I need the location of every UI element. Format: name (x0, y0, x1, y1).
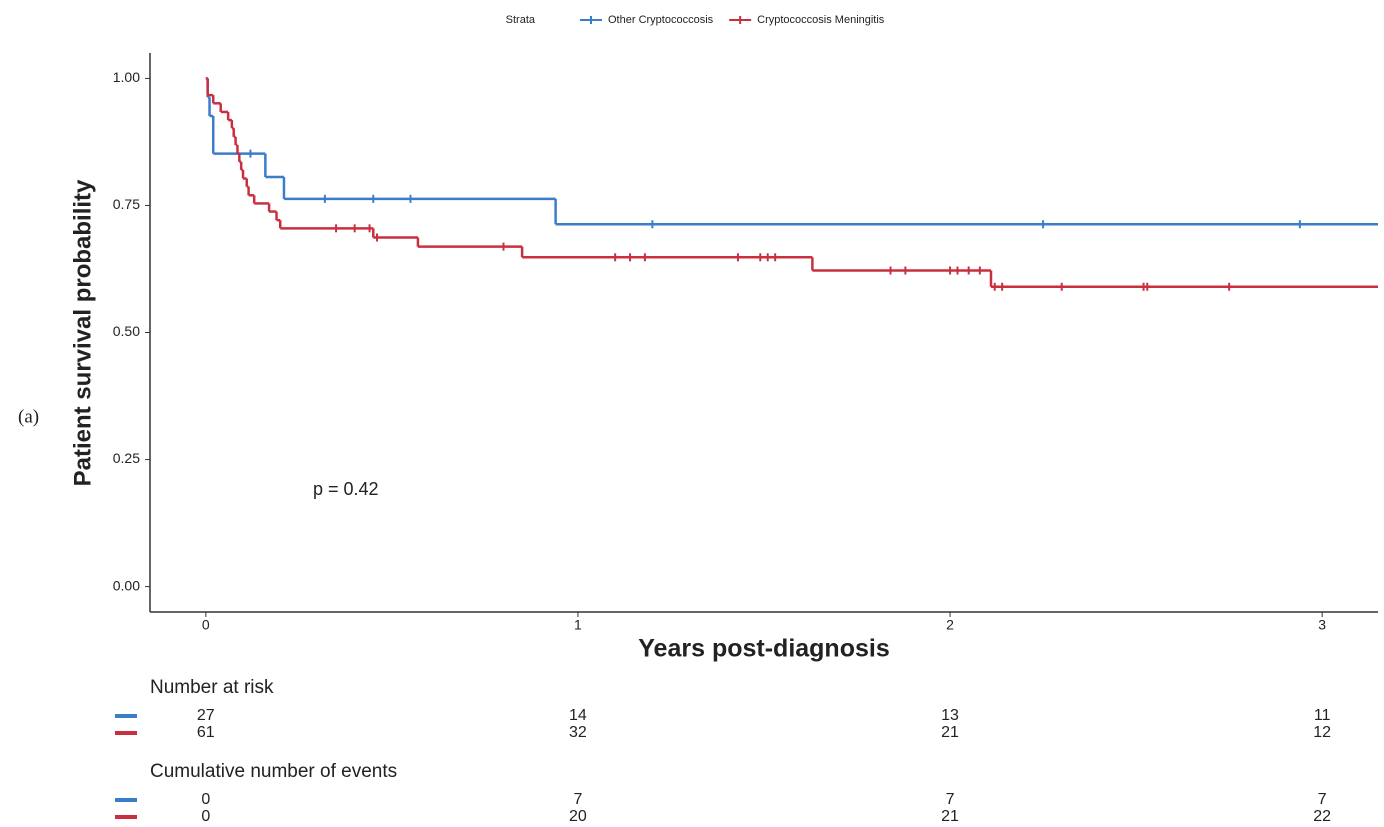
y-tick-label: 0.00 (113, 577, 140, 593)
risk-value: 7 (573, 791, 582, 808)
x-tick-label: 3 (1318, 617, 1326, 633)
p-value: p = 0.42 (313, 479, 379, 499)
legend-title: Strata (506, 14, 536, 26)
risk-table-title: Number at risk (150, 677, 274, 698)
legend-label: Cryptococcosis Meningitis (757, 14, 885, 26)
risk-value: 27 (197, 707, 215, 724)
y-tick-label: 1.00 (113, 69, 140, 85)
risk-value: 12 (1313, 724, 1331, 741)
risk-value: 0 (201, 791, 210, 808)
risk-value: 22 (1313, 808, 1331, 825)
x-tick-label: 1 (574, 617, 582, 633)
y-tick-label: 0.50 (113, 323, 140, 339)
risk-value: 21 (941, 724, 959, 741)
risk-value: 20 (569, 808, 587, 825)
y-tick-label: 0.75 (113, 196, 140, 212)
risk-value: 7 (946, 791, 955, 808)
risk-value: 32 (569, 724, 587, 741)
x-axis-label: Years post-diagnosis (638, 635, 889, 663)
x-tick-label: 0 (202, 617, 210, 633)
risk-value: 11 (1314, 707, 1331, 724)
risk-value: 7 (1318, 791, 1327, 808)
panel-label: (a) (18, 406, 39, 427)
risk-value: 21 (941, 808, 959, 825)
y-tick-label: 0.25 (113, 450, 140, 466)
risk-table-title: Cumulative number of events (150, 761, 397, 782)
x-tick-label: 2 (946, 617, 954, 633)
risk-value: 13 (941, 707, 959, 724)
risk-value: 0 (201, 808, 210, 825)
risk-value: 61 (197, 724, 215, 741)
legend-label: Other Cryptococcosis (608, 14, 714, 26)
risk-value: 14 (569, 707, 587, 724)
y-axis-label: Patient survival probability (69, 179, 96, 486)
